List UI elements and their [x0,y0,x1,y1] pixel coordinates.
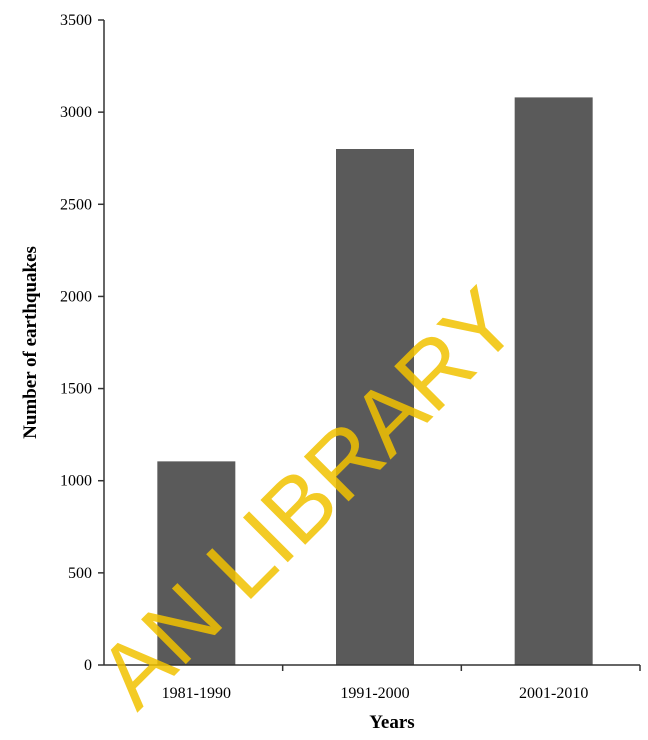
bar-1981-1990 [157,461,236,665]
y-tick-label: 0 [84,657,92,674]
axes-group [103,20,640,666]
y-ticks-group: 0 500 1000 1500 2000 2500 3000 3500 [60,12,104,674]
y-tick-label: 500 [68,565,92,582]
bar-2001-2010 [514,97,593,665]
y-tick-label: 2000 [60,288,92,305]
y-axis-title: Number of earthquakes [20,246,41,439]
x-axis-title: Years [369,712,414,733]
x-ticks-group: 1981-1990 1991-2000 2001-2010 [162,665,641,702]
x-tick-label: 1981-1990 [162,685,231,702]
y-tick-label: 3500 [60,12,92,29]
y-tick-label: 3000 [60,104,92,121]
x-tick-label: 2001-2010 [519,685,588,702]
x-tick-label: 1991-2000 [340,685,409,702]
bars-group [157,97,593,665]
watermark-text: AN LIBRARY [79,269,537,727]
y-tick-label: 1000 [60,473,92,490]
y-tick-label: 1500 [60,381,92,398]
bar-1991-2000 [336,149,414,665]
y-tick-label: 2500 [60,196,92,213]
